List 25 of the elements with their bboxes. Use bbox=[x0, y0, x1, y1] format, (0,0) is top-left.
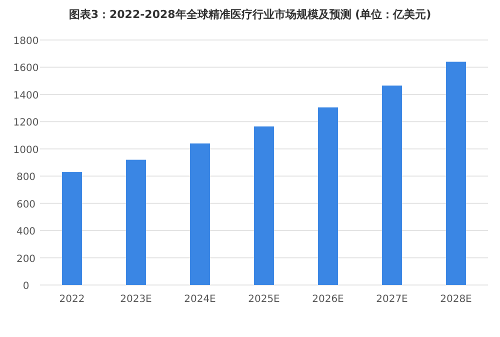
bar bbox=[62, 172, 82, 285]
bar bbox=[126, 160, 146, 285]
y-tick-label: 1800 bbox=[13, 36, 39, 47]
x-tick-label: 2027E bbox=[376, 294, 408, 305]
y-tick-label: 1400 bbox=[13, 90, 39, 102]
chart-title: 图表3：2022-2028年全球精准医疗行业市场规模及预测 (单位：亿美元) bbox=[68, 8, 432, 21]
x-tick-label: 2026E bbox=[312, 294, 344, 305]
x-tick-label: 2022 bbox=[59, 294, 85, 305]
x-tick-label: 2023E bbox=[120, 294, 152, 305]
y-tick-label: 0 bbox=[22, 281, 30, 292]
x-tick-label: 2028E bbox=[440, 294, 472, 305]
y-tick-label: 200 bbox=[16, 254, 36, 265]
y-tick-label: 1600 bbox=[13, 63, 39, 74]
y-tick-label: 400 bbox=[16, 226, 36, 238]
bar bbox=[190, 143, 210, 285]
y-tick-label: 600 bbox=[16, 199, 36, 210]
bar bbox=[382, 86, 402, 285]
x-tick-label: 2025E bbox=[248, 294, 280, 305]
y-tick-label: 800 bbox=[16, 172, 36, 184]
bar bbox=[446, 62, 466, 285]
bar bbox=[318, 107, 338, 285]
bar bbox=[254, 126, 274, 285]
y-tick-label: 1000 bbox=[13, 144, 39, 156]
x-tick-label: 2024E bbox=[184, 294, 216, 305]
y-tick-label: 1200 bbox=[13, 118, 39, 129]
